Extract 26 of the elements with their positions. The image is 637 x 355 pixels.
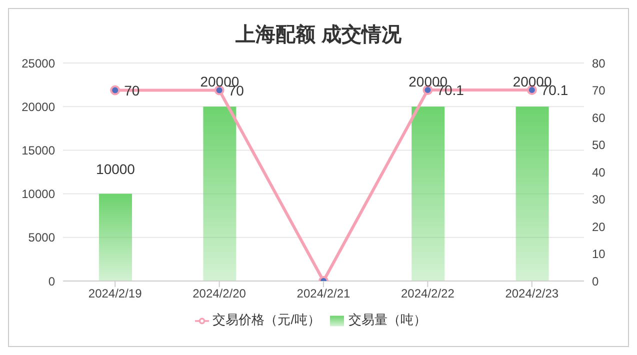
chart-title: 上海配额 成交情况: [234, 22, 402, 48]
x-tick-label: 2024/2/19: [88, 286, 142, 301]
y-tick-label: 20000: [22, 100, 56, 114]
y2-tick-label: 10: [592, 247, 606, 262]
y-tick-label: 15000: [22, 143, 56, 158]
y2-tick-label: 0: [592, 274, 599, 288]
x-tick-label: 2024/2/22: [401, 286, 455, 301]
data-label: 10000: [96, 160, 136, 177]
y2-tick-label: 70: [592, 84, 606, 98]
x-tick-label: 2024/2/21: [296, 286, 351, 301]
data-label: 70: [124, 82, 140, 98]
y2-tick-label: 80: [592, 56, 606, 70]
y-tick-label: 10000: [22, 187, 56, 202]
x-tick-label: 2024/2/23: [505, 286, 559, 301]
legend-label: 交易价格（元/吨）: [212, 312, 320, 327]
y2-tick-label: 60: [592, 110, 606, 125]
y-tick-label: 25000: [22, 56, 56, 70]
x-tick-label: 2024/2/20: [192, 286, 246, 301]
y2-tick-label: 20: [592, 220, 606, 234]
legend-label: 交易量（吨）: [348, 312, 426, 327]
point: [110, 85, 120, 96]
y2-tick-label: 50: [592, 138, 606, 152]
y2-tick-label: 30: [592, 192, 606, 207]
y2-tick-label: 40: [592, 165, 606, 180]
y-tick-label: 5000: [28, 230, 56, 245]
y-tick-label: 0: [48, 274, 56, 288]
